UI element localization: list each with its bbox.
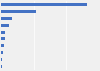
Bar	[1, 10, 36, 13]
Bar	[1, 51, 3, 54]
Bar	[1, 65, 2, 68]
Bar	[1, 3, 87, 6]
Bar	[1, 17, 12, 20]
Bar	[1, 24, 9, 27]
Bar	[1, 37, 4, 40]
Bar	[1, 31, 5, 34]
Bar	[1, 44, 4, 47]
Bar	[1, 58, 2, 61]
